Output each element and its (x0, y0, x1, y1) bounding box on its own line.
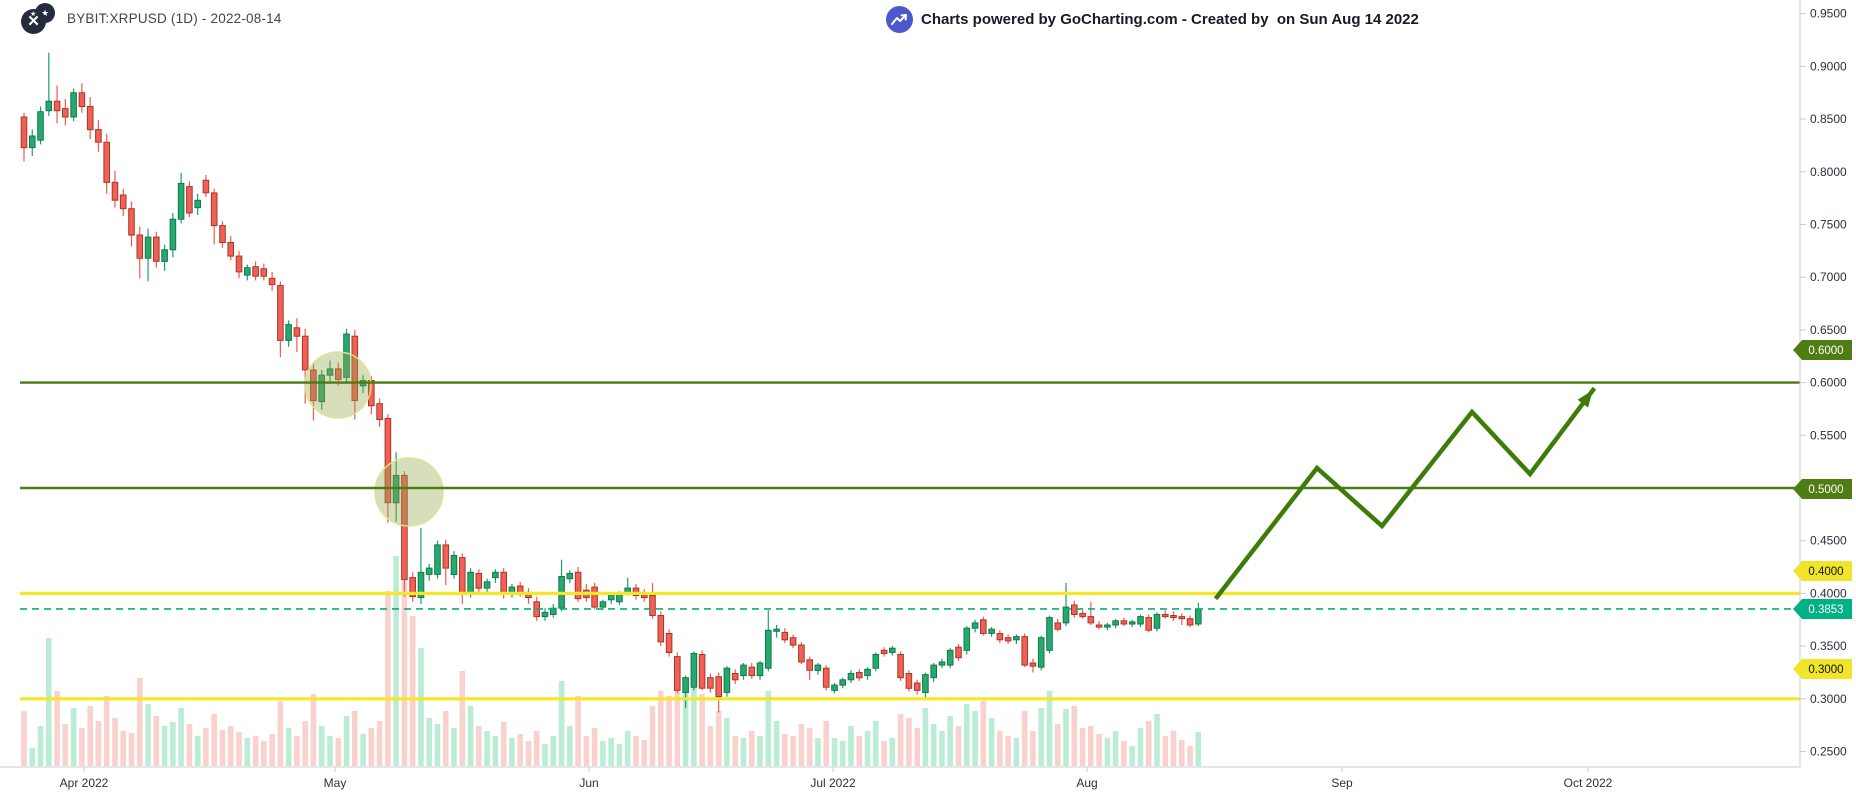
time-tick-label: Oct 2022 (1564, 776, 1613, 790)
price-tick-label: 0.5500 (1810, 428, 1847, 442)
x-glyph-icon: ✕ (21, 9, 46, 34)
svg-text:0.6000: 0.6000 (1808, 345, 1843, 357)
svg-text:0.4000: 0.4000 (1808, 566, 1843, 578)
level-price-badge-0.4000[interactable]: 0.4000 (1793, 561, 1852, 581)
price-tick-label: 0.3000 (1810, 692, 1847, 706)
level-price-badge-0.3000[interactable]: 0.3000 (1793, 659, 1852, 679)
level-price-badge-0.6000[interactable]: 0.6000 (1793, 340, 1852, 360)
gocharting-logo-icon (886, 6, 913, 33)
price-tick-label: 0.9500 (1810, 7, 1847, 21)
support-resistance-lines[interactable] (20, 381, 1800, 701)
price-tick-label: 0.8000 (1810, 165, 1847, 179)
price-tick-label: 0.9000 (1810, 59, 1847, 73)
price-tick-label: 0.6500 (1810, 323, 1847, 337)
candlestick-series (20, 52, 1202, 713)
time-tick-label: Apr 2022 (60, 776, 109, 790)
highlight-circle (304, 351, 372, 419)
time-tick-label: Jun (579, 776, 598, 790)
price-axis: 0.9500 0.9000 0.8500 0.8000 0.7500 0.7000 0.65… (1800, 7, 1847, 759)
price-tick-label: 0.4000 (1810, 586, 1847, 600)
time-tick-label: Jul 2022 (810, 776, 856, 790)
bybit-social-logo-icon: ★ ✕ ★ (21, 3, 57, 34)
price-tick-label: 0.6000 (1810, 376, 1847, 390)
price-tick-label: 0.8500 (1810, 112, 1847, 126)
time-axis: Apr 2022 May Jun Jul 2022 Aug Sep Oct 2022 (60, 767, 1613, 790)
highlight-circle (374, 457, 444, 527)
small-star-icon: ★ (30, 11, 37, 18)
arrowhead-icon (1577, 390, 1593, 408)
price-tick-label: 0.3500 (1810, 639, 1847, 653)
header-center: Charts powered by GoCharting.com - Creat… (886, 6, 1419, 33)
trend-arrow[interactable] (1213, 386, 1597, 601)
price-tick-label: 0.7500 (1810, 218, 1847, 232)
time-tick-label: May (324, 776, 347, 790)
powered-by-text: Charts powered by GoCharting.com - Creat… (921, 11, 1419, 28)
time-tick-label: Aug (1076, 776, 1097, 790)
header-left: ★ ✕ ★ BYBIT:XRPUSD (1D) - 2022-08-14 (21, 3, 282, 34)
time-tick-label: Sep (1331, 776, 1353, 790)
symbol-title: BYBIT:XRPUSD (1D) - 2022-08-14 (67, 11, 282, 26)
price-tick-label: 0.2500 (1810, 745, 1847, 759)
price-tick-label: 0.7000 (1810, 270, 1847, 284)
svg-text:0.5000: 0.5000 (1808, 484, 1843, 496)
volume-series (21, 556, 1202, 766)
svg-text:0.3853: 0.3853 (1808, 604, 1843, 616)
highlight-circles[interactable] (304, 351, 444, 527)
level-price-badge-0.5000[interactable]: 0.5000 (1793, 479, 1852, 499)
axes (0, 0, 1801, 768)
svg-text:0.3000: 0.3000 (1808, 664, 1843, 676)
last-price-badge: 0.3853 (1793, 599, 1852, 619)
price-tick-label: 0.4500 (1810, 534, 1847, 548)
